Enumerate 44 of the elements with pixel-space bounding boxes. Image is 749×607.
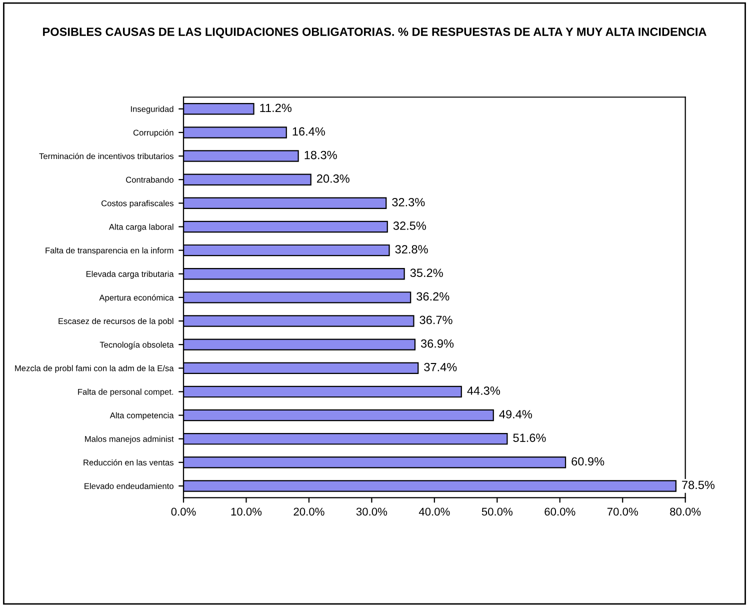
data-label: 51.6% [513, 434, 546, 442]
x-tick-label: 70.0% [607, 508, 638, 516]
data-label: 60.9% [572, 457, 604, 466]
x-tick-label: 60.0% [544, 508, 576, 516]
data-label: 16.4% [292, 127, 325, 136]
x-tick-label: 0.0% [171, 508, 196, 516]
y-tick-label: Costos parafiscales [101, 200, 174, 208]
data-label: 44.3% [467, 386, 500, 395]
data-label: 20.3% [316, 174, 350, 183]
data-label: 78.5% [682, 480, 715, 490]
y-tick-label: Mezcla de probl fami con la adm de la E/sa [15, 365, 174, 373]
x-tick-label: 50.0% [482, 508, 513, 516]
y-tick-label: Inseguridad [131, 106, 174, 114]
data-label: 11.2% [260, 104, 292, 112]
y-tick-label: Apertura económica [99, 294, 174, 302]
y-tick-label: Elevado endeudamiento [84, 482, 174, 490]
data-label: 36.7% [420, 316, 452, 324]
chart-title: POSIBLES CAUSAS DE LAS LIQUIDACIONES OBLIGATORIAS. % DE RESPUESTAS DE ALTA Y MUY ALTA INCIDENCIA [43, 28, 706, 38]
data-label: 18.3% [304, 150, 337, 160]
data-label: 49.4% [499, 410, 532, 418]
data-label: 32.8% [395, 245, 428, 254]
data-label: 36.9% [420, 339, 454, 348]
y-tick-label: Elevada carga tributaria [86, 270, 174, 279]
x-tick-label: 10.0% [231, 508, 262, 516]
y-tick-label: Corrupción [133, 129, 174, 138]
x-tick-label: 80.0% [670, 508, 701, 516]
y-tick-label: Contrabando [126, 176, 174, 183]
y-tick-label: Alta competencia [110, 412, 174, 420]
x-tick-label: 30.0% [356, 508, 388, 516]
x-tick-label: 40.0% [418, 508, 450, 516]
x-tick-label: 20.0% [294, 508, 324, 516]
y-tick-label: Falta de transparencia en la inform [46, 247, 174, 256]
y-tick-label: Reducción en las ventas [84, 459, 174, 466]
data-label: 36.2% [416, 292, 450, 301]
y-tick-label: Falta de personal compet. [78, 388, 174, 396]
data-label: 32.5% [393, 222, 426, 230]
y-tick-label: Terminación de incentivos tributarios [39, 152, 174, 160]
y-tick-label: Malos manejos administ [85, 436, 174, 444]
data-label: 37.4% [424, 362, 457, 372]
data-label: 32.3% [392, 198, 425, 206]
y-tick-label: Alta carga laboral [108, 224, 174, 232]
y-tick-label: Escasez de recursos de la pobl [58, 318, 174, 326]
y-tick-label: Tecnología obsoleta [100, 341, 174, 350]
data-label: 35.2% [410, 268, 443, 278]
